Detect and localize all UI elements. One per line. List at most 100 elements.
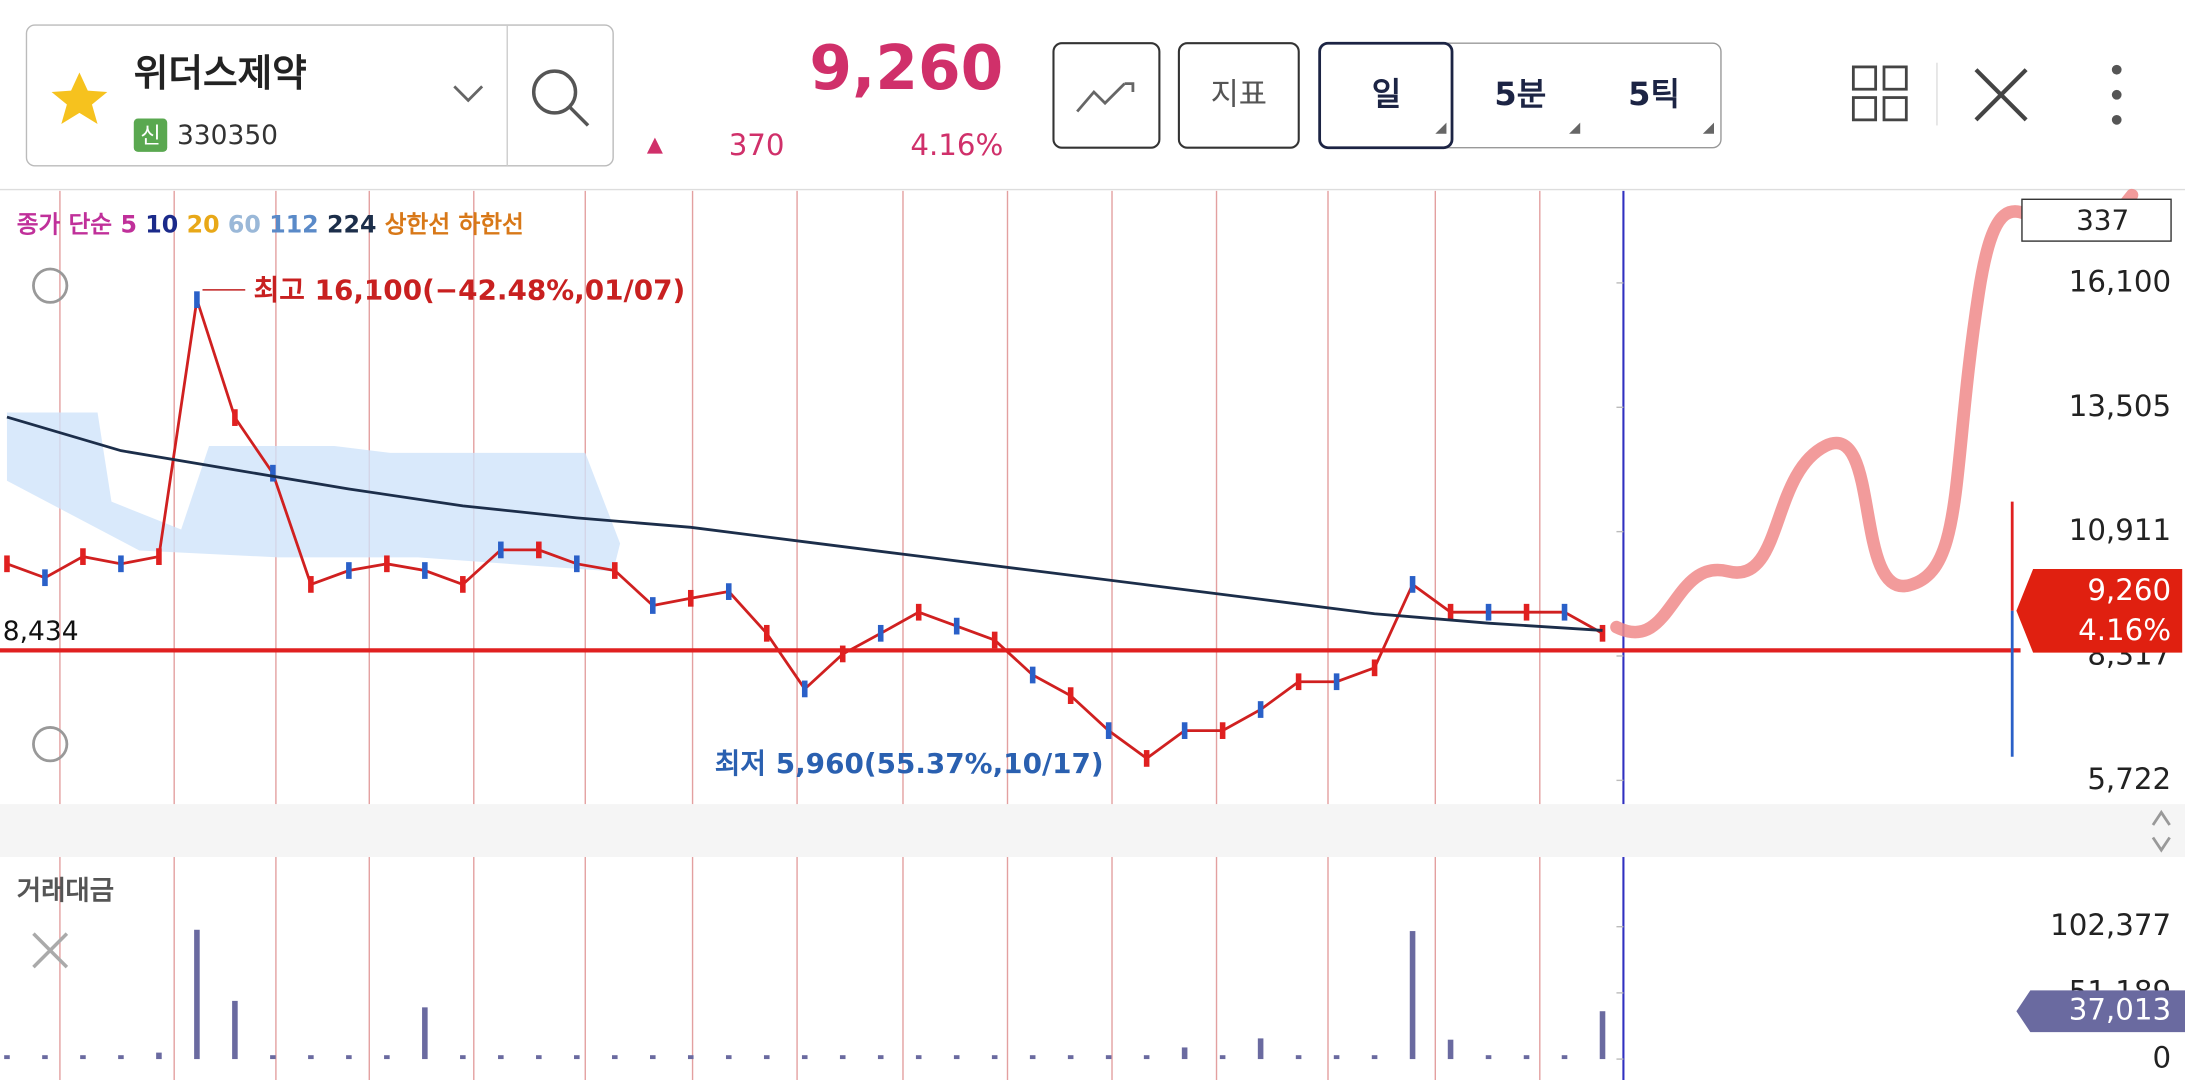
candle	[460, 576, 466, 593]
volume-bar	[42, 1055, 48, 1060]
volume-bar	[156, 1052, 162, 1060]
candle	[1257, 701, 1264, 718]
volume-bar	[1257, 1038, 1264, 1060]
candle	[536, 541, 542, 559]
badge-bg	[133, 118, 168, 152]
volume-bar	[498, 1055, 504, 1060]
legend-entry: 60	[228, 210, 261, 238]
legend-entry: 종가 단순	[17, 210, 112, 238]
period-label[interactable]: 5분	[1494, 75, 1546, 113]
period-label[interactable]: 5틱	[1628, 75, 1680, 113]
candle	[156, 548, 162, 565]
candle	[1485, 603, 1492, 621]
badge: 신	[140, 123, 161, 149]
volume-bar	[1485, 1055, 1492, 1060]
legend-entry: 상한선	[385, 210, 450, 238]
stock-box[interactable]	[25, 24, 614, 167]
y-tick-label: 13,505	[2069, 389, 2171, 423]
candle	[1333, 673, 1340, 691]
tools-icon[interactable]	[1974, 68, 2028, 122]
volume-bar	[80, 1055, 86, 1060]
candle	[1599, 624, 1606, 642]
volume-bar	[194, 929, 200, 1060]
volume-bar	[1561, 1055, 1568, 1060]
volume-bar	[422, 1007, 428, 1060]
ref-label: 8,434	[3, 616, 79, 647]
candle	[763, 624, 770, 642]
candle	[1371, 659, 1378, 677]
layout-icon[interactable]	[1851, 65, 1908, 122]
candle	[1219, 722, 1226, 739]
candle	[915, 603, 922, 621]
legend-entry: 20	[187, 210, 220, 238]
candle	[232, 409, 238, 426]
ma224-line	[6, 415, 1603, 632]
legend-entry: 하한선	[459, 210, 524, 238]
candle	[991, 631, 998, 649]
axis-scroll[interactable]	[2151, 809, 2171, 853]
more-icon[interactable]	[2111, 64, 2122, 125]
candle	[687, 589, 694, 607]
volume-bar	[460, 1055, 466, 1060]
candle	[801, 680, 808, 698]
top-box-label: 337	[2076, 204, 2129, 237]
volume-bar	[384, 1055, 390, 1060]
volume-bar	[649, 1055, 656, 1060]
period-corner	[1569, 122, 1581, 134]
candle	[422, 562, 428, 579]
candle	[80, 548, 86, 565]
volume-bar	[1523, 1055, 1530, 1060]
period-label[interactable]: 일	[1372, 75, 1401, 113]
zoom-in[interactable]	[32, 267, 69, 304]
price: 9,260	[809, 33, 1003, 104]
legend-entry: 112	[269, 210, 318, 238]
favorite-star[interactable]	[51, 72, 108, 125]
volume-bar	[232, 1000, 238, 1060]
price-tag-label: 9,260	[2087, 573, 2171, 607]
volume-bar	[1105, 1055, 1112, 1060]
candle	[839, 645, 846, 663]
volume-bar	[915, 1055, 922, 1060]
volume-bar	[4, 1055, 10, 1060]
legend-entry: 224	[327, 210, 376, 238]
volume-bar	[763, 1055, 770, 1060]
volume-bar	[687, 1055, 694, 1060]
candle	[346, 562, 352, 579]
candle	[118, 555, 124, 573]
candle	[1181, 722, 1188, 739]
candle	[270, 464, 276, 482]
legend-entry: 5	[120, 210, 136, 238]
volume-bar	[1029, 1055, 1036, 1060]
hand-drawing	[1610, 188, 2139, 639]
candle	[1409, 576, 1416, 593]
indicator-button[interactable]	[1177, 42, 1300, 149]
candle	[574, 555, 580, 573]
candle	[1029, 666, 1036, 684]
volume-bar	[1067, 1055, 1074, 1060]
candle	[1523, 603, 1530, 621]
volume-bar	[1295, 1055, 1302, 1060]
candle	[42, 569, 48, 587]
dropdown[interactable]	[453, 85, 484, 103]
zoom-out[interactable]	[32, 726, 69, 763]
volume-bar	[1409, 931, 1416, 1060]
y-tick-label: 10,911	[2069, 513, 2171, 547]
close-panel[interactable]	[32, 932, 69, 969]
top-box	[2021, 198, 2172, 242]
search-icon[interactable]	[531, 69, 578, 115]
chart-type-button[interactable]	[1052, 42, 1161, 149]
change: 370	[729, 128, 785, 162]
volume-bar	[725, 1055, 732, 1060]
candle	[612, 562, 618, 579]
grid-verticals	[59, 190, 1541, 1080]
volume-bar	[346, 1055, 352, 1060]
candle	[649, 597, 656, 614]
volume-bar	[612, 1055, 618, 1060]
candle	[1447, 603, 1454, 621]
y-tick-label: 0	[2152, 1041, 2171, 1075]
volume-bar	[574, 1055, 580, 1060]
candle	[877, 624, 884, 642]
price-tag-pct: 4.16%	[2078, 613, 2171, 647]
y-tick-label: 16,100	[2069, 264, 2171, 298]
